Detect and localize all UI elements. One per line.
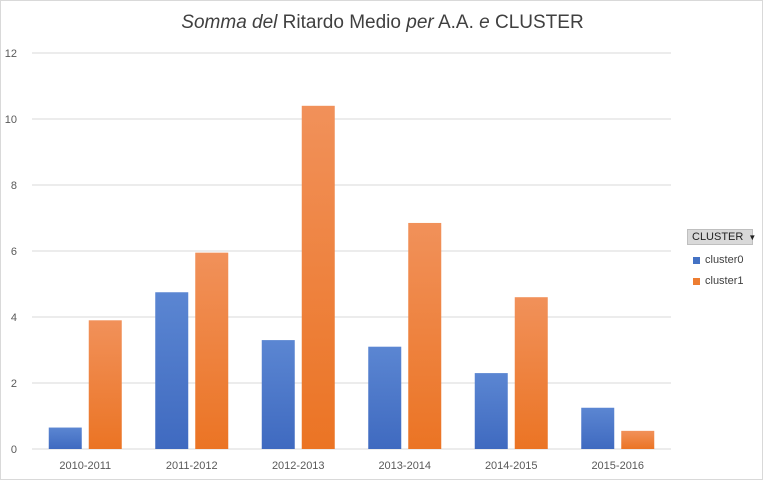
bar-cluster1-2015-2016	[621, 430, 655, 449]
cluster-filter-button[interactable]: CLUSTER ▼	[687, 229, 757, 245]
x-tick-label: 2012-2013	[272, 460, 325, 472]
legend-label-cluster1: cluster1	[705, 275, 744, 287]
legend: CLUSTER ▼ cluster0 cluster1	[687, 229, 757, 287]
y-tick-label: 6	[11, 246, 17, 258]
bar-cluster0-2014-2015	[474, 373, 508, 449]
legend-swatch-cluster1	[693, 277, 700, 285]
title-part-3: A.A.	[433, 12, 480, 33]
cluster-filter-label: CLUSTER	[692, 231, 744, 243]
bar-cluster1-2014-2015	[514, 297, 548, 449]
x-tick-label: 2013-2014	[378, 460, 431, 472]
legend-item-cluster1: cluster1	[693, 275, 753, 287]
triangle-down-icon: ▼	[748, 232, 757, 242]
title-part-1: Ritardo Medio	[277, 12, 407, 33]
bar-cluster0-2010-2011	[48, 427, 82, 449]
y-tick-label: 8	[11, 180, 17, 192]
x-tick-label: 2015-2016	[591, 460, 644, 472]
x-tick-label: 2014-2015	[485, 460, 538, 472]
legend-item-cluster0: cluster0	[693, 254, 753, 266]
bar-cluster1-2010-2011	[88, 320, 122, 449]
bar-cluster1-2012-2013	[301, 105, 335, 450]
chart-title: Somma del Ritardo Medio per A.A. e CLUST…	[1, 12, 763, 34]
y-tick-label: 12	[5, 48, 17, 60]
x-tick-label: 2010-2011	[59, 460, 111, 472]
y-tick-label: 4	[11, 312, 17, 324]
x-tick-label: 2011-2012	[166, 460, 218, 472]
title-part-5: CLUSTER	[489, 12, 584, 33]
title-part-0: Somma del	[181, 12, 278, 33]
legend-swatch-cluster0	[693, 256, 700, 264]
bar-cluster1-2013-2014	[408, 222, 442, 449]
y-tick-label: 2	[11, 378, 17, 390]
bar-cluster0-2011-2012	[155, 292, 189, 449]
title-part-4: e	[479, 12, 490, 33]
y-tick-label: 10	[5, 114, 17, 126]
bar-cluster0-2012-2013	[261, 340, 295, 449]
title-part-2: per	[406, 12, 434, 33]
bar-cluster0-2015-2016	[581, 407, 615, 449]
legend-label-cluster0: cluster0	[705, 254, 744, 266]
bar-cluster0-2013-2014	[368, 346, 402, 449]
bar-cluster1-2011-2012	[195, 252, 229, 449]
y-tick-label: 0	[11, 444, 17, 456]
